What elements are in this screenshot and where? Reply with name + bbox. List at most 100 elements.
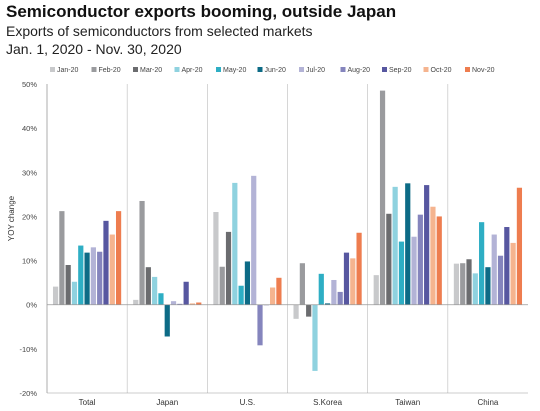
legend-label: Nov-20 bbox=[472, 67, 495, 74]
bar bbox=[504, 227, 510, 305]
x-tick-label: Total bbox=[79, 398, 96, 407]
chart-title: Semiconductor exports booming, outside J… bbox=[6, 2, 397, 21]
bar bbox=[257, 304, 263, 346]
bar bbox=[386, 213, 392, 305]
y-tick-label: 10% bbox=[22, 257, 37, 266]
legend-swatch bbox=[257, 67, 263, 72]
bar bbox=[158, 293, 164, 305]
bar bbox=[164, 304, 170, 337]
bar bbox=[398, 241, 405, 305]
bar bbox=[78, 245, 84, 305]
bar bbox=[52, 286, 59, 305]
legend-label: Apr-20 bbox=[182, 67, 203, 74]
legend-swatch bbox=[91, 67, 97, 72]
bar bbox=[244, 261, 251, 305]
bar bbox=[183, 281, 189, 305]
bar bbox=[411, 236, 417, 305]
legend-swatch bbox=[174, 67, 180, 72]
bar bbox=[139, 200, 145, 305]
bar bbox=[145, 267, 151, 305]
bar bbox=[306, 304, 312, 317]
legend-item: Jun-20 bbox=[257, 67, 287, 74]
bar bbox=[430, 206, 436, 305]
y-tick-label: 40% bbox=[22, 124, 37, 133]
y-tick-label: -10% bbox=[19, 345, 37, 354]
bar bbox=[379, 90, 386, 305]
legend-item: Mar-20 bbox=[133, 67, 162, 74]
bar bbox=[417, 214, 423, 305]
bar bbox=[170, 301, 177, 305]
legend-swatch bbox=[340, 67, 346, 72]
legend-label: Jul-20 bbox=[306, 67, 325, 74]
bar bbox=[276, 277, 282, 305]
y-axis: 50% 40% 30% 20% 10% 0% -10% -20% bbox=[19, 80, 48, 398]
bar bbox=[270, 287, 276, 305]
bar bbox=[196, 302, 202, 305]
legend-swatch bbox=[216, 67, 221, 72]
bar bbox=[103, 220, 109, 305]
bar bbox=[373, 275, 379, 305]
bar bbox=[232, 182, 238, 305]
legend-label: May-20 bbox=[223, 67, 246, 74]
legend-swatch bbox=[465, 67, 470, 72]
title-block: Semiconductor exports booming, outside J… bbox=[0, 0, 540, 62]
bar bbox=[225, 231, 232, 305]
legend-label: Jan-20 bbox=[57, 67, 79, 74]
y-tick-label: 50% bbox=[22, 80, 37, 89]
legend-swatch bbox=[299, 67, 304, 72]
bar bbox=[213, 212, 219, 305]
legend-item: Oct-20 bbox=[423, 67, 452, 74]
bar bbox=[497, 255, 504, 305]
legend-swatch bbox=[50, 67, 55, 72]
legend-item: Aug-20 bbox=[340, 67, 371, 74]
bar-chart: Jan-20 Feb-20 Mar-20 Apr-20 May-20 Jun-20 Jul-… bbox=[7, 67, 528, 407]
bar bbox=[251, 175, 257, 305]
bar bbox=[356, 232, 362, 305]
bar bbox=[299, 263, 305, 305]
bar bbox=[293, 304, 299, 319]
bar bbox=[177, 303, 183, 305]
legend-label: Jun-20 bbox=[265, 67, 287, 74]
legend-label: Oct-20 bbox=[431, 67, 452, 74]
legend-label: Aug-20 bbox=[348, 67, 371, 74]
bar bbox=[466, 259, 472, 305]
bar bbox=[238, 285, 244, 305]
bar bbox=[312, 304, 318, 371]
bar bbox=[516, 187, 523, 305]
bar bbox=[133, 299, 139, 305]
legend-item: Feb-20 bbox=[91, 67, 121, 74]
legend-item: May-20 bbox=[216, 67, 246, 74]
legend-item: Jul-20 bbox=[299, 67, 325, 74]
legend-label: Sep-20 bbox=[389, 67, 412, 74]
legend-item: Jan-20 bbox=[50, 67, 79, 74]
bar bbox=[219, 266, 225, 305]
legend-item: Sep-20 bbox=[382, 67, 412, 74]
y-tick-label: 0% bbox=[26, 301, 37, 310]
bar bbox=[405, 183, 411, 305]
y-axis-label: YOY change bbox=[7, 195, 16, 241]
bar bbox=[350, 258, 356, 305]
legend-label: Feb-20 bbox=[99, 67, 121, 74]
bar bbox=[510, 242, 516, 305]
bar bbox=[424, 185, 430, 305]
bar bbox=[436, 216, 442, 305]
legend-swatch bbox=[382, 67, 387, 72]
legend-label: Mar-20 bbox=[140, 67, 162, 74]
x-tick-label: Japan bbox=[156, 398, 178, 407]
bar bbox=[324, 303, 331, 305]
bar bbox=[97, 251, 103, 305]
bar bbox=[115, 211, 122, 305]
bar bbox=[109, 234, 115, 305]
x-tick-label: U.S. bbox=[240, 398, 256, 407]
bar bbox=[152, 276, 158, 305]
bar bbox=[337, 291, 343, 305]
legend-swatch bbox=[423, 67, 429, 72]
chart-subtitle: Exports of semiconductors from selected … bbox=[6, 23, 313, 39]
bar bbox=[392, 186, 398, 305]
legend-item: Nov-20 bbox=[465, 67, 495, 74]
bar bbox=[59, 211, 65, 305]
bar bbox=[460, 263, 466, 305]
bar bbox=[90, 247, 96, 305]
bar bbox=[491, 234, 497, 305]
y-tick-label: -20% bbox=[19, 389, 37, 398]
